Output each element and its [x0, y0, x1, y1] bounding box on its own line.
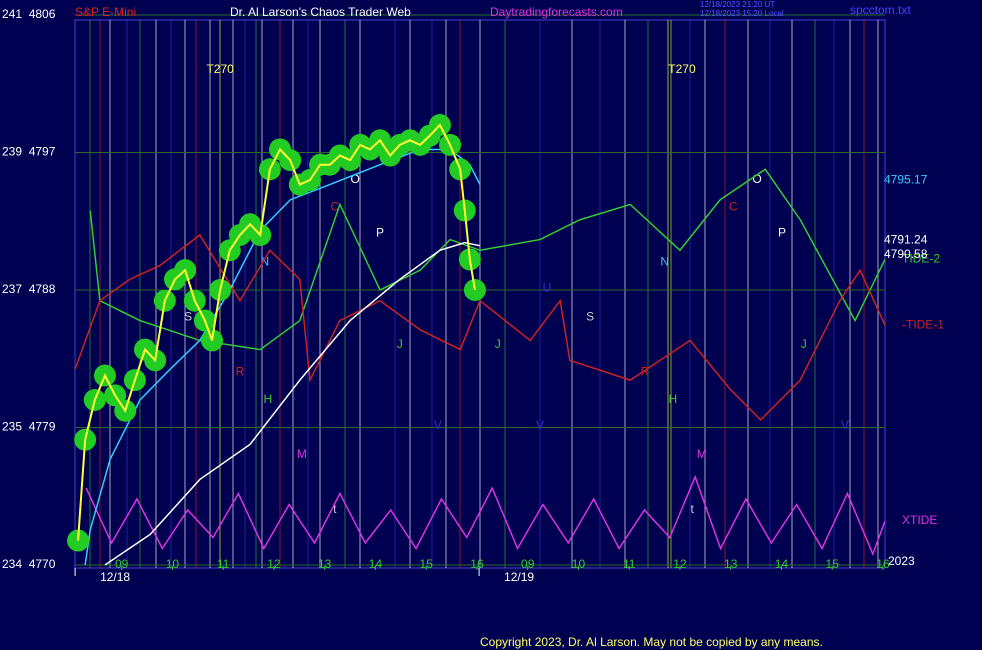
- annotation: S: [184, 310, 192, 324]
- annotation: J: [495, 337, 501, 351]
- x-tick-label: 13: [318, 557, 332, 571]
- annotation: P: [778, 226, 786, 240]
- annotation: C: [331, 200, 340, 214]
- price-label: 4790.58: [884, 247, 928, 261]
- x-tick-label: 09: [521, 557, 535, 571]
- annotation: M: [297, 447, 307, 461]
- x-tick-label: 15: [420, 557, 434, 571]
- annotation: T270: [206, 62, 234, 76]
- x-tick-label: 16: [470, 557, 484, 571]
- decor-layer: [75, 14, 885, 568]
- copyright: Copyright 2023, Dr. Al Larson. May not b…: [480, 635, 823, 649]
- annotation: t: [333, 502, 337, 516]
- x-tick-label: 12: [267, 557, 281, 571]
- legend-label: -TIDE-1: [902, 317, 944, 331]
- annotation: N: [660, 255, 669, 269]
- annotation: V: [841, 418, 849, 432]
- annotation: H: [669, 392, 678, 406]
- timestamp: 12/18/2023 15:20 Local: [700, 9, 784, 18]
- annotation: J: [801, 337, 807, 351]
- series-line: [85, 474, 886, 557]
- site-title: Dr. Al Larson's Chaos Trader Web: [230, 5, 411, 19]
- year-label: 2023: [888, 554, 915, 568]
- x-tick-label: 15: [826, 557, 840, 571]
- annotation: t: [690, 502, 694, 516]
- annotation: S: [586, 310, 594, 324]
- x-tick-label: 12: [673, 557, 687, 571]
- x-tick-label: 09: [115, 557, 129, 571]
- series-line: [77, 123, 476, 541]
- annotation: C: [729, 200, 738, 214]
- legend-label: TIDE-2: [902, 252, 940, 266]
- y-tick-label: 239 4797: [2, 145, 56, 159]
- annotation: T270: [668, 62, 696, 76]
- x-tick-label: 14: [775, 557, 789, 571]
- price-label: 4791.24: [884, 233, 928, 247]
- annotation: U: [543, 281, 552, 295]
- y-tick-label: 234 4770: [2, 557, 56, 571]
- y-tick-label: 241 4806: [2, 7, 56, 21]
- annotation: O: [752, 172, 761, 186]
- annotation: P: [376, 226, 384, 240]
- timestamp: 12/18/2023 21:20 UT: [700, 0, 775, 9]
- instrument: S&P E-Mini: [75, 5, 136, 19]
- annotation: H: [264, 392, 273, 406]
- series-line: [74, 233, 886, 421]
- site-url: Daytradingforecasts.com: [490, 5, 623, 19]
- x-tick-label: 16: [876, 557, 890, 571]
- y-tick-label: 235 4779: [2, 420, 56, 434]
- x-tick-label: 11: [217, 557, 230, 571]
- date-label: 12/19: [504, 570, 534, 584]
- annotation: R: [641, 365, 650, 379]
- annotation: M: [697, 447, 707, 461]
- annotation: J: [397, 337, 403, 351]
- x-tick-label: 10: [166, 557, 180, 571]
- date-label: 12/18: [100, 570, 130, 584]
- y-tick-label: 237 4788: [2, 282, 56, 296]
- series-line: [104, 241, 481, 566]
- annotation: V: [434, 418, 442, 432]
- annotation: R: [236, 365, 245, 379]
- annotation: N: [260, 255, 269, 269]
- legend-label: XTIDE: [902, 513, 937, 527]
- x-tick-label: 10: [572, 557, 586, 571]
- x-tick-label: 14: [369, 557, 383, 571]
- x-tick-label: 11: [623, 557, 636, 571]
- file-name: spcctom.txt: [850, 3, 911, 17]
- price-label: 4795.17: [884, 173, 928, 187]
- x-tick-label: 13: [724, 557, 738, 571]
- annotation: O: [350, 172, 359, 186]
- annotation: V: [536, 418, 544, 432]
